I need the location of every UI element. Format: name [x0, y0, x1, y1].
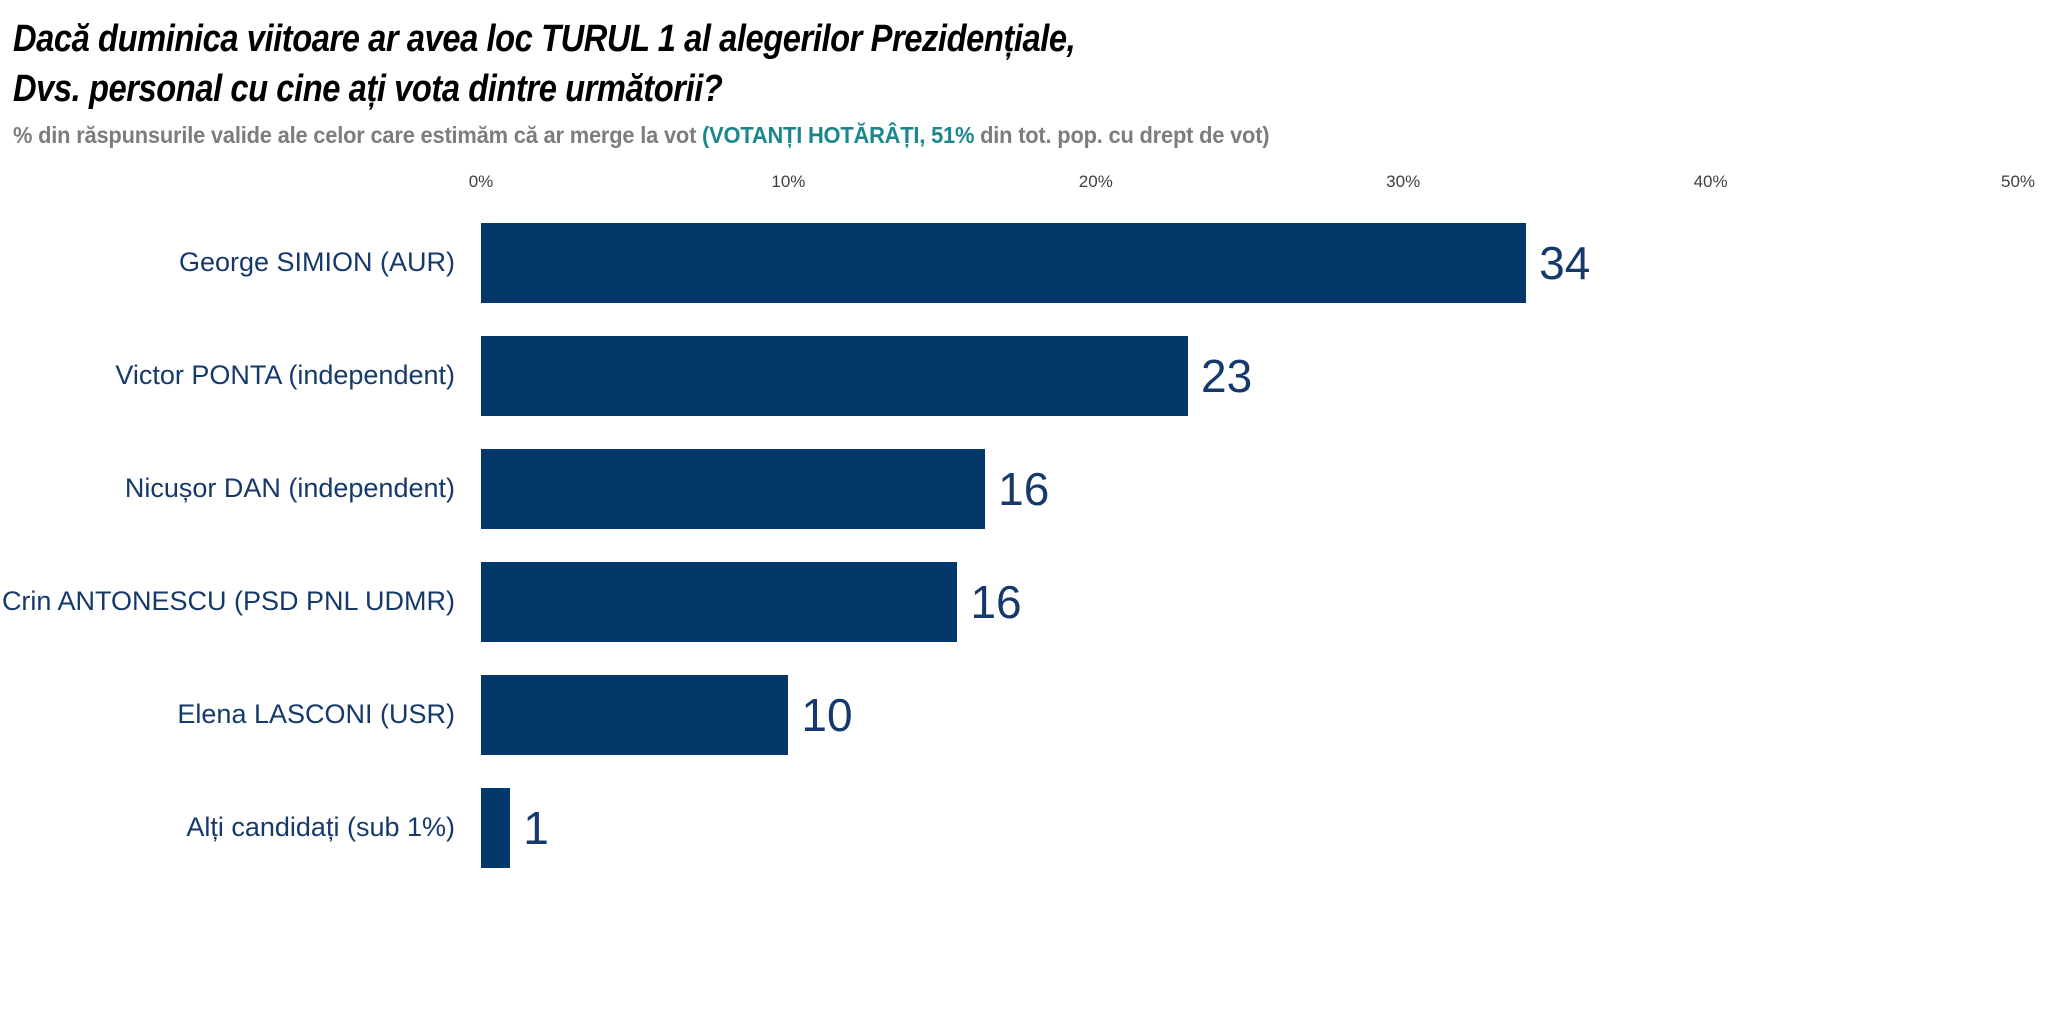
category-label: Alți candidați (sub 1%): [186, 812, 455, 842]
x-axis-tick-20: 20%: [1078, 172, 1113, 191]
x-axis-tick-40: 40%: [1693, 172, 1728, 191]
chart-rows: George SIMION (AUR) 34 Victor PONTA (indep…: [0, 206, 2048, 884]
chart-row: Victor PONTA (independent) 23: [0, 319, 2048, 432]
bar: [481, 561, 958, 642]
chart-row: Nicușor DAN (independent) 16: [0, 432, 2048, 545]
bar-area: 34: [481, 206, 2048, 319]
bar-area: 16: [481, 545, 2048, 658]
value-label: 10: [801, 688, 853, 741]
bar: [481, 222, 1527, 303]
bar-area: 10: [481, 658, 2048, 771]
bar: [481, 335, 1189, 416]
bar-area: 16: [481, 432, 2048, 545]
chart-header: Dacă duminica viitoare ar avea loc TURUL…: [13, 14, 2033, 149]
x-axis-tick-10: 10%: [771, 172, 806, 191]
subtitle-highlight: (VOTANȚI HOTĂRÂȚI, 51%: [702, 122, 975, 148]
chart-title-line2: Dvs. personal cu cine ați vota dintre ur…: [13, 68, 723, 110]
x-axis-tick-30: 30%: [1386, 172, 1421, 191]
chart-title-line1: Dacă duminica viitoare ar avea loc TURUL…: [13, 18, 1076, 60]
value-label: 1: [523, 801, 549, 854]
bar-area: 1: [481, 771, 2048, 884]
chart-row: Elena LASCONI (USR) 10: [0, 658, 2048, 771]
subtitle-suffix: din tot. pop. cu drept de vot): [974, 122, 1270, 148]
chart-subtitle: % din răspunsurile valide ale celor care…: [13, 121, 1932, 149]
bar: [481, 448, 986, 529]
bar-area: 23: [481, 319, 2048, 432]
bar-chart: 0% 10% 20% 30% 40% 50% George SIMION (AUR) 34 V…: [0, 160, 2048, 1010]
category-label: George SIMION (AUR): [178, 247, 455, 277]
value-label: 23: [1201, 349, 1253, 402]
category-label: Nicușor DAN (independent): [124, 473, 455, 503]
x-axis-tick-0: 0%: [468, 172, 494, 191]
bar: [481, 787, 511, 868]
chart-row: Crin ANTONESCU (PSD PNL UDMR) 16: [0, 545, 2048, 658]
chart-row: George SIMION (AUR) 34: [0, 206, 2048, 319]
category-label: Elena LASCONI (USR): [177, 699, 455, 729]
chart-row: Alți candidați (sub 1%) 1: [0, 771, 2048, 884]
category-label: Crin ANTONESCU (PSD PNL UDMR): [1, 586, 455, 616]
value-label: 16: [998, 462, 1050, 515]
bar: [481, 674, 789, 755]
subtitle-prefix: % din răspunsurile valide ale celor care…: [13, 122, 703, 148]
x-axis-tick-50: 50%: [2000, 172, 2036, 191]
category-label: Victor PONTA (independent): [115, 360, 455, 390]
value-label: 34: [1539, 236, 1591, 289]
x-axis: 0% 10% 20% 30% 40% 50%: [0, 160, 2048, 206]
value-label: 16: [970, 575, 1022, 628]
